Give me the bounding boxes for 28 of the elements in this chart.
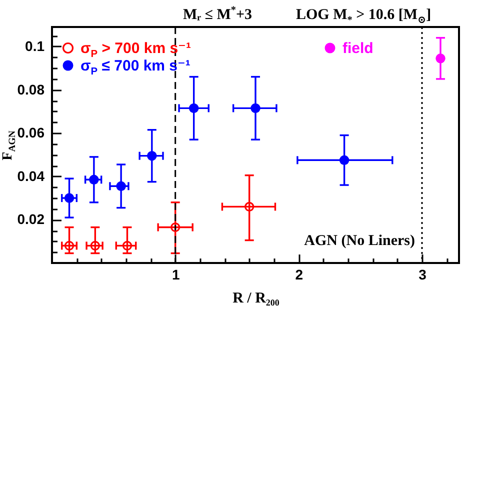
x-tick-label: 1 bbox=[172, 266, 180, 282]
point bbox=[64, 193, 74, 203]
point bbox=[339, 155, 350, 166]
point bbox=[244, 202, 254, 212]
point bbox=[188, 103, 199, 114]
chart-title: Mᵣ ≤ M$^{*}$+3 bbox=[183, 5, 252, 23]
point bbox=[116, 181, 126, 191]
point bbox=[250, 103, 260, 114]
chart-subtitle: LOG M$_{*}$ > 10.6 [M$_{⊙}$] bbox=[296, 7, 432, 26]
point bbox=[90, 240, 100, 250]
point bbox=[89, 174, 99, 185]
y-tick-label: 0.1 bbox=[25, 38, 45, 54]
y-tick-label: 0.08 bbox=[17, 81, 45, 98]
y-tick-label: 0.04 bbox=[17, 168, 45, 184]
x-tick-label: 2 bbox=[295, 266, 304, 282]
point bbox=[436, 54, 446, 64]
legend-label: σ$_{P}$ ≤ 700 km s⁻¹ bbox=[80, 58, 190, 78]
point bbox=[122, 240, 132, 250]
legend-label: field bbox=[342, 40, 374, 57]
x-tick-label: 3 bbox=[418, 266, 427, 282]
annotation: AGN (No Liners) bbox=[304, 233, 415, 249]
y-tick-label: 0.06 bbox=[17, 124, 45, 141]
point bbox=[147, 150, 157, 161]
x-axis-title: R / R₂₀₀ bbox=[232, 290, 280, 306]
point bbox=[64, 240, 74, 250]
y-tick-label: 0.02 bbox=[17, 211, 45, 228]
point bbox=[170, 222, 180, 232]
legend-label: σ$_{P}$ > 700 km s⁻¹ bbox=[80, 40, 191, 60]
